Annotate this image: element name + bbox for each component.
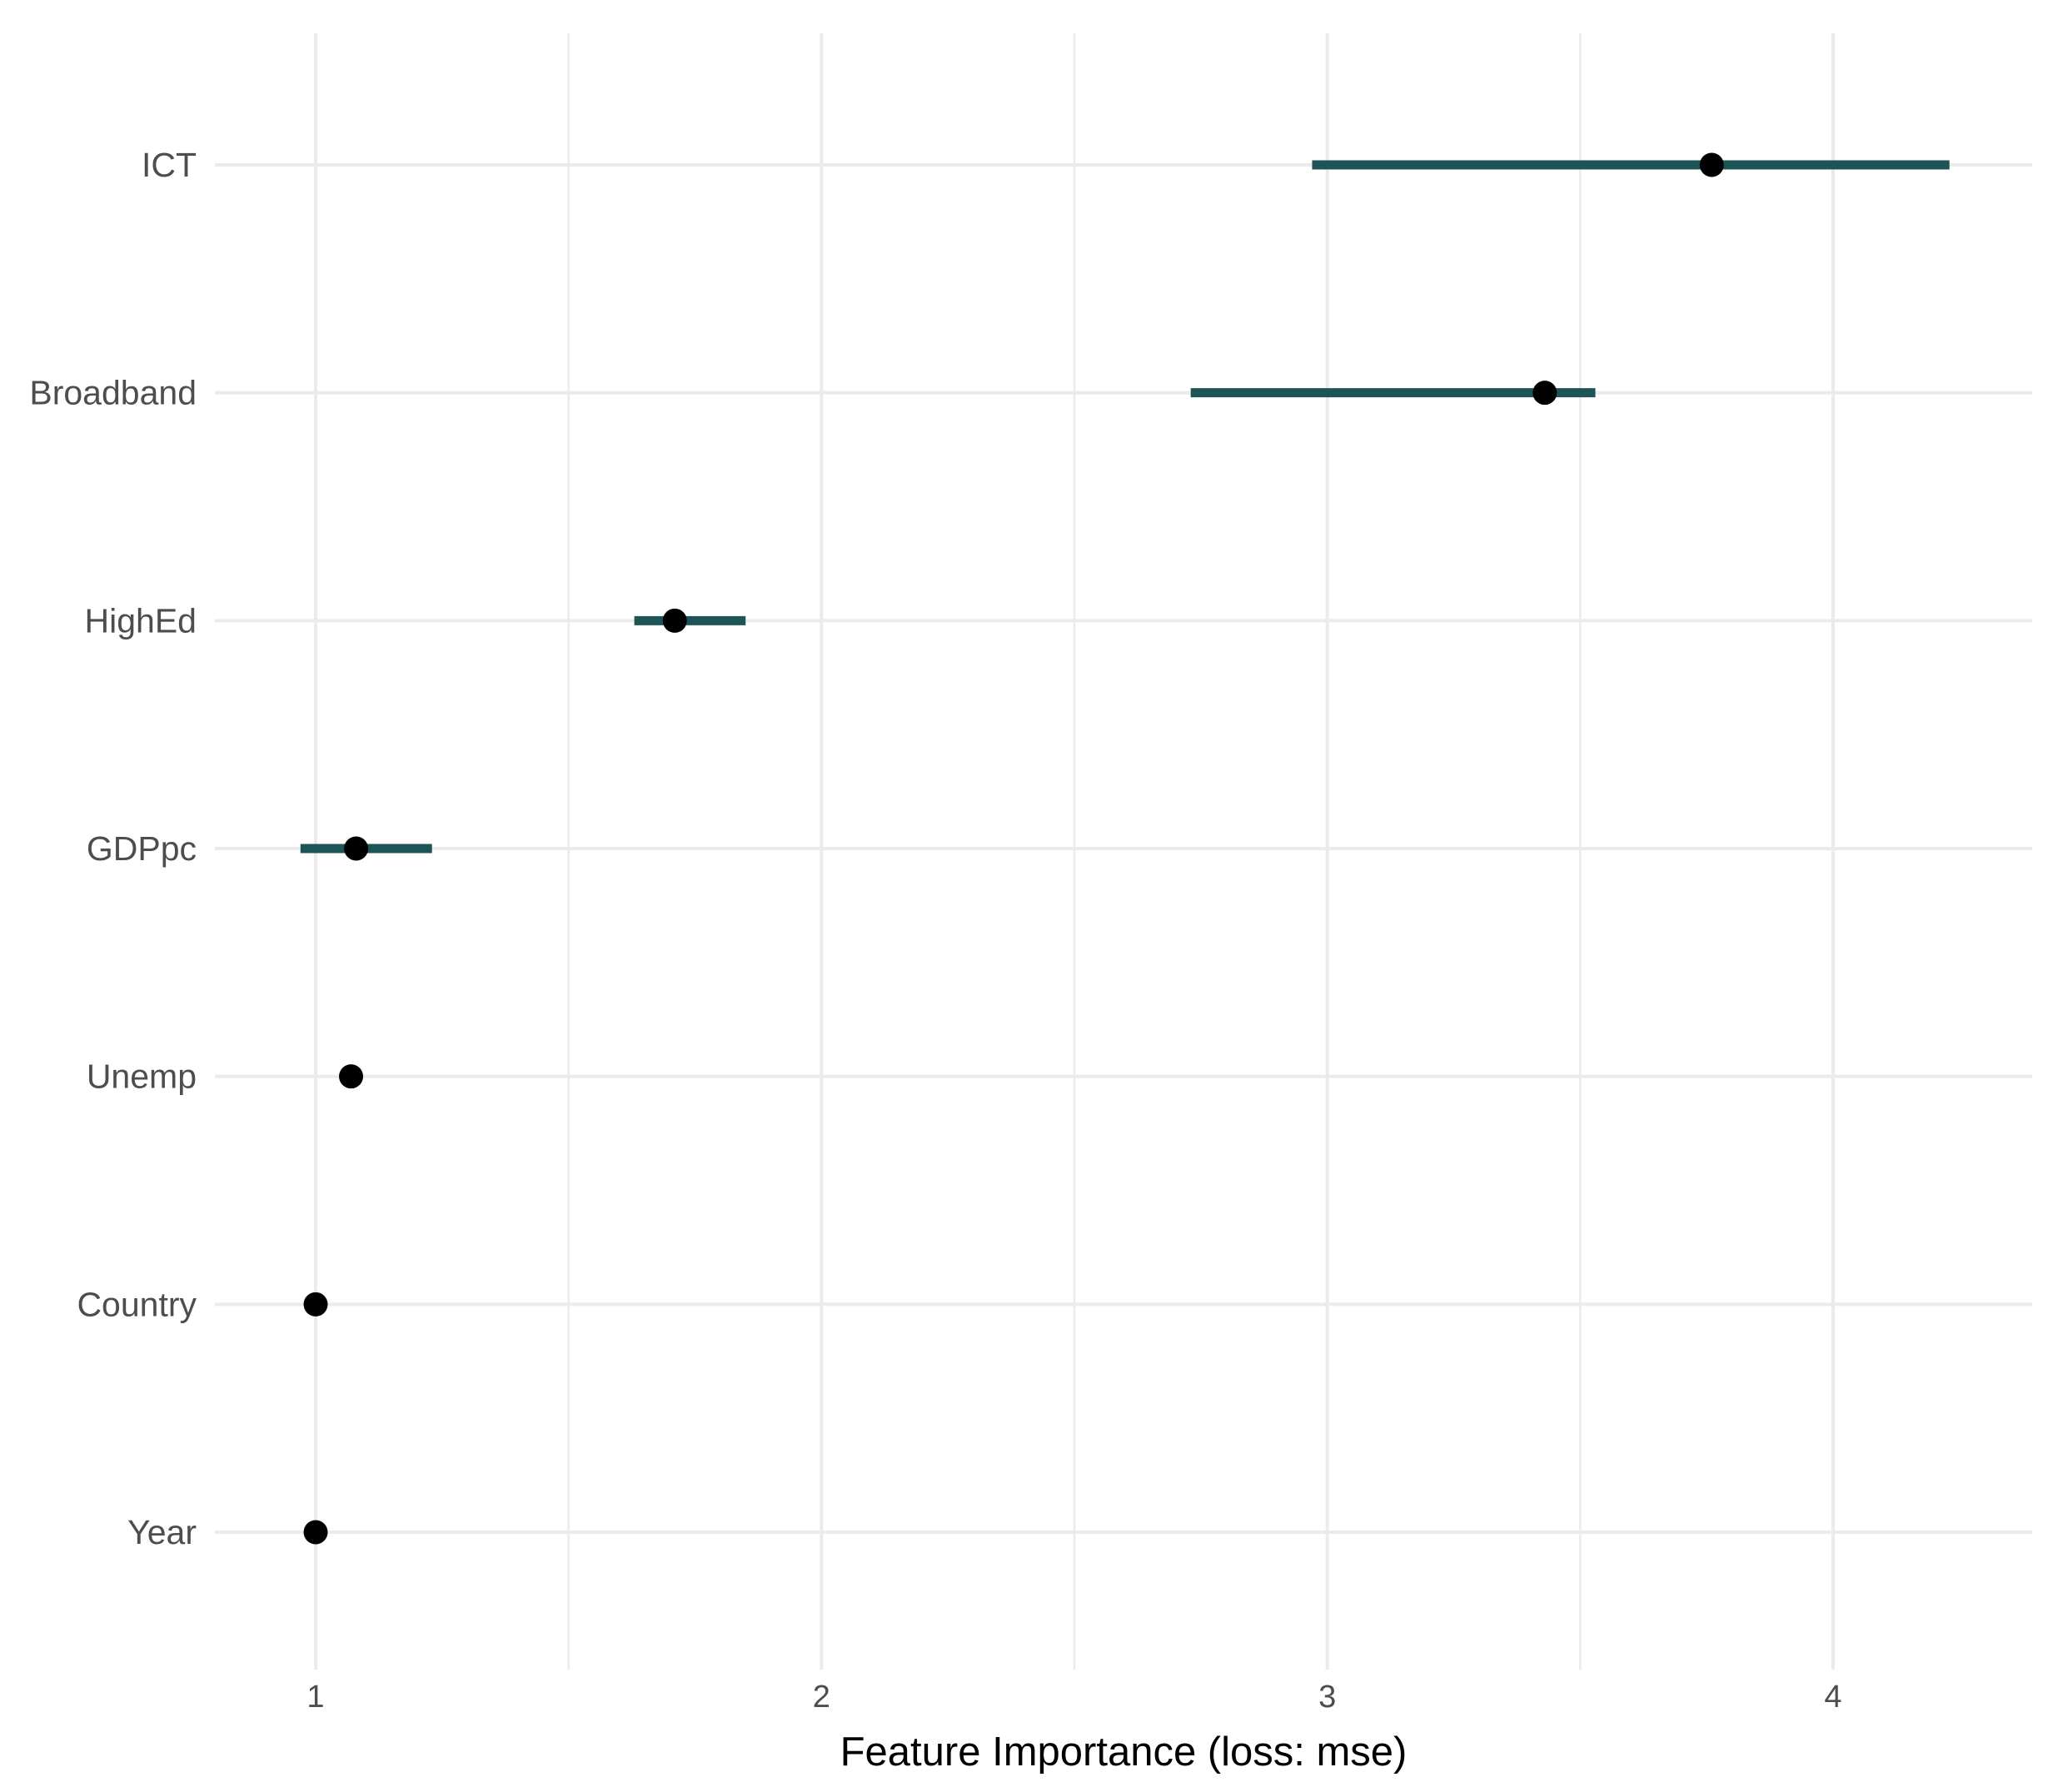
point-layer bbox=[303, 152, 1724, 1545]
x-axis-title: Feature Importance (loss: mse) bbox=[840, 1730, 1408, 1775]
y-tick-label-gdppc: GDPpc bbox=[87, 829, 197, 868]
point-ict bbox=[1699, 152, 1724, 177]
y-tick-label-country: Country bbox=[77, 1285, 197, 1323]
point-gdppc bbox=[344, 836, 369, 861]
point-highed bbox=[662, 608, 687, 633]
point-unemp bbox=[339, 1064, 364, 1089]
x-tick-label: 3 bbox=[1318, 1680, 1336, 1715]
y-tick-label-year: Year bbox=[127, 1513, 197, 1551]
y-axis-labels: ICT Broadband HighEd GDPpc Unemp Country Year bbox=[29, 146, 197, 1551]
x-tick-label: 4 bbox=[1824, 1680, 1841, 1715]
grid-layer bbox=[215, 33, 2032, 1670]
y-tick-label-unemp: Unemp bbox=[87, 1058, 197, 1096]
interval-layer bbox=[300, 160, 1950, 854]
point-country bbox=[303, 1292, 328, 1317]
y-tick-label-broadband: Broadband bbox=[29, 374, 197, 412]
y-tick-label-ict: ICT bbox=[142, 146, 197, 184]
point-year bbox=[303, 1520, 328, 1545]
x-tick-label: 1 bbox=[306, 1680, 324, 1715]
x-axis-labels: 1 2 3 4 bbox=[306, 1680, 1841, 1715]
point-broadband bbox=[1532, 381, 1557, 406]
x-tick-label: 2 bbox=[813, 1680, 830, 1715]
y-tick-label-highed: HighEd bbox=[85, 601, 197, 640]
